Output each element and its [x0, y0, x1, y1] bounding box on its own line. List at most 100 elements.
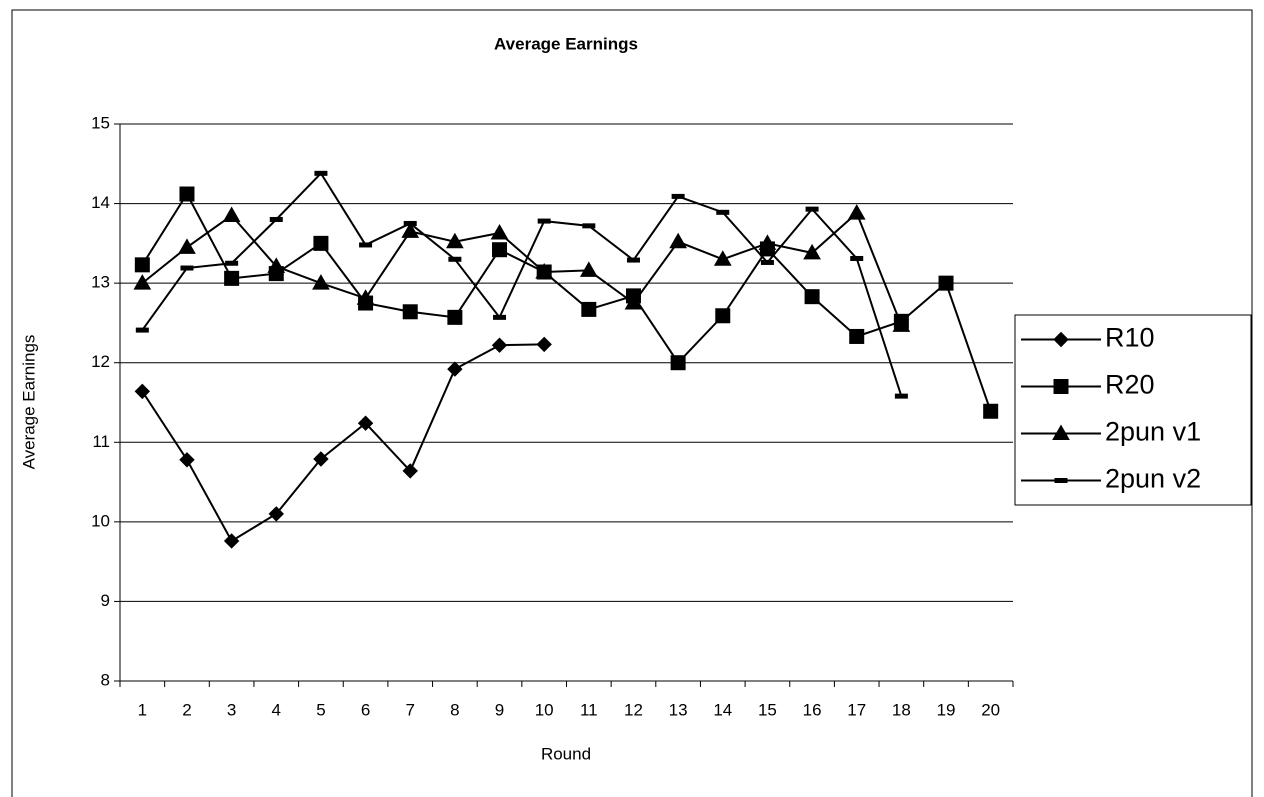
data-point: [222, 206, 241, 223]
x-tick-label: 7: [405, 700, 414, 719]
x-tick-label: 11: [580, 700, 598, 719]
x-tick-label: 2: [182, 700, 191, 719]
data-point: [671, 193, 685, 199]
data-point: [269, 216, 283, 222]
x-tick-label: 4: [272, 700, 281, 719]
data-point: [178, 238, 196, 254]
data-point: [448, 256, 462, 262]
data-point: [894, 393, 908, 399]
data-point: [402, 463, 418, 479]
x-tick-label: 19: [937, 700, 956, 719]
x-tick-label: 8: [450, 700, 459, 719]
data-point: [582, 223, 596, 229]
data-point: [134, 257, 150, 273]
data-point: [402, 304, 418, 320]
y-tick-label: 15: [91, 113, 110, 132]
y-tick-label: 13: [91, 273, 110, 292]
y-tick-label: 8: [101, 670, 110, 689]
x-tick-label: 9: [495, 700, 504, 719]
data-point: [805, 206, 819, 212]
data-point: [624, 294, 643, 310]
chart-title: Average Earnings: [494, 34, 638, 53]
data-point: [313, 451, 329, 467]
x-tick-label: 18: [892, 700, 911, 719]
x-tick-label: 20: [981, 700, 1000, 719]
data-point: [626, 257, 640, 263]
data-point: [447, 361, 463, 377]
data-point: [850, 255, 864, 261]
x-tick-label: 10: [535, 700, 554, 719]
data-point: [357, 415, 374, 431]
legend-label: 2pun v2: [1105, 464, 1201, 494]
data-point: [267, 257, 286, 273]
x-tick-label: 1: [138, 700, 147, 719]
y-tick-label: 14: [91, 193, 110, 212]
x-tick-label: 16: [803, 700, 822, 719]
data-point: [403, 220, 417, 226]
data-point: [179, 452, 195, 468]
data-point: [356, 289, 375, 305]
x-tick-label: 17: [847, 700, 866, 719]
x-tick-label: 3: [227, 700, 236, 719]
data-point: [713, 250, 732, 266]
legend-marker: [1052, 424, 1070, 440]
y-tick-label: 11: [92, 432, 110, 451]
data-point: [224, 270, 240, 286]
series-line: [141, 211, 903, 326]
x-tick-label: 14: [713, 700, 732, 719]
data-point: [180, 265, 194, 271]
data-point: [490, 224, 509, 240]
y-tick-label: 12: [91, 352, 110, 371]
x-tick-label: 5: [316, 700, 325, 719]
data-point: [983, 403, 999, 419]
data-point: [579, 261, 598, 277]
data-point: [670, 355, 686, 371]
y-axis-title: Average Earnings: [19, 335, 38, 470]
data-point: [493, 314, 507, 320]
legend-label: R20: [1105, 370, 1155, 400]
data-point: [313, 235, 329, 251]
data-point: [847, 204, 866, 220]
data-point: [849, 328, 865, 344]
data-point: [758, 234, 777, 250]
x-tick-label: 12: [624, 700, 643, 719]
data-point: [581, 301, 597, 317]
data-point: [715, 308, 731, 324]
data-point: [312, 274, 330, 290]
data-point: [804, 289, 820, 305]
legend-marker: [1053, 379, 1069, 394]
data-point: [938, 275, 954, 291]
data-point: [537, 218, 551, 224]
data-point: [716, 209, 730, 215]
legend-marker: [1053, 331, 1069, 348]
data-point: [446, 232, 464, 249]
data-point: [491, 337, 508, 353]
x-axis-title: Round: [541, 744, 591, 763]
data-point: [225, 260, 239, 266]
data-point: [535, 262, 554, 279]
data-point: [134, 383, 151, 400]
data-point: [133, 274, 152, 290]
legend-label: R10: [1105, 323, 1155, 353]
data-point: [135, 327, 149, 333]
legend-marker: [1054, 478, 1068, 483]
legend-box: [1014, 314, 1252, 506]
data-point: [268, 506, 284, 522]
data-point: [669, 232, 687, 249]
data-point: [803, 243, 821, 260]
data-point: [401, 222, 420, 238]
data-point: [536, 336, 552, 353]
data-point: [314, 170, 328, 176]
legend-label: 2pun v1: [1105, 417, 1201, 447]
y-tick-label: 9: [101, 591, 110, 610]
series-line: [141, 343, 545, 543]
data-point: [359, 242, 373, 248]
data-point: [892, 316, 911, 332]
data-point: [760, 259, 774, 265]
series-line: [141, 171, 903, 397]
data-point: [447, 309, 463, 325]
x-tick-label: 6: [361, 700, 370, 719]
x-tick-label: 15: [758, 700, 777, 719]
x-tick-label: 13: [669, 700, 688, 719]
